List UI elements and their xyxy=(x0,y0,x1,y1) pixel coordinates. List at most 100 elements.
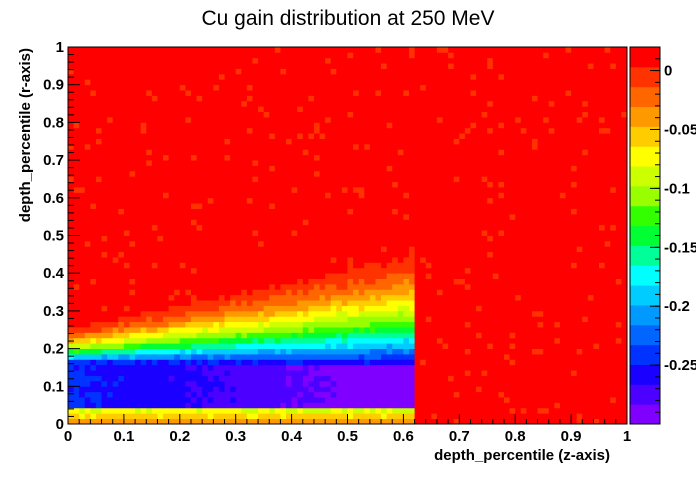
heatmap-cell xyxy=(325,192,332,199)
heatmap-cell xyxy=(246,386,253,393)
heatmap-cell xyxy=(196,273,203,279)
heatmap-cell xyxy=(291,262,298,269)
heatmap-cell xyxy=(118,413,125,420)
heatmap-cell xyxy=(230,283,237,290)
heatmap-cell xyxy=(213,380,220,387)
heatmap-cell xyxy=(252,154,259,161)
heatmap-cell xyxy=(101,407,108,414)
heatmap-cell xyxy=(118,327,125,333)
heatmap-cell xyxy=(274,283,281,290)
heatmap-cell xyxy=(235,47,242,53)
heatmap-cell xyxy=(123,402,130,409)
heatmap-cell xyxy=(274,208,281,215)
heatmap-cell xyxy=(280,192,287,199)
heatmap-cell xyxy=(420,353,427,360)
heatmap-cell xyxy=(336,289,343,296)
heatmap-cell xyxy=(107,246,114,253)
heatmap-cell xyxy=(73,149,80,156)
heatmap-cell xyxy=(286,160,292,166)
heatmap-cell xyxy=(420,149,427,156)
heatmap-cell xyxy=(448,57,455,64)
heatmap-cell xyxy=(235,380,242,387)
heatmap-cell xyxy=(408,364,415,371)
heatmap-cell xyxy=(218,138,225,145)
heatmap-cell xyxy=(163,316,170,323)
heatmap-cell xyxy=(163,208,170,215)
heatmap-cell xyxy=(459,197,466,204)
heatmap-cell xyxy=(218,224,225,231)
heatmap-cell xyxy=(397,251,404,258)
heatmap-cell xyxy=(386,418,393,425)
heatmap-cell xyxy=(302,370,309,376)
heatmap-cell xyxy=(140,262,147,269)
heatmap-cell xyxy=(364,283,371,290)
heatmap-cell xyxy=(431,251,438,258)
heatmap-cell xyxy=(464,283,471,290)
heatmap-cell xyxy=(308,170,315,177)
heatmap-cell xyxy=(420,348,427,355)
heatmap-cell xyxy=(408,353,415,360)
heatmap-cell xyxy=(453,391,460,398)
heatmap-cell xyxy=(353,106,360,113)
heatmap-cell xyxy=(392,106,399,113)
heatmap-cell xyxy=(453,117,460,123)
heatmap-cell xyxy=(269,294,276,301)
heatmap-cell xyxy=(218,149,225,156)
heatmap-cell xyxy=(84,289,91,296)
heatmap-cell xyxy=(313,353,320,360)
heatmap-cell xyxy=(213,289,220,296)
heatmap-cell xyxy=(425,418,432,425)
heatmap-cell xyxy=(151,375,158,382)
heatmap-cell xyxy=(258,47,265,53)
heatmap-cell xyxy=(241,90,248,96)
heatmap-cell xyxy=(364,138,371,145)
heatmap-cell xyxy=(73,133,80,139)
heatmap-cell xyxy=(196,267,203,274)
heatmap-cell xyxy=(358,289,365,296)
heatmap-cell xyxy=(179,240,186,247)
heatmap-cell xyxy=(319,397,326,403)
heatmap-cell xyxy=(230,176,237,183)
heatmap-cell xyxy=(157,176,164,183)
heatmap-cell xyxy=(436,187,443,193)
heatmap-cell xyxy=(386,203,393,209)
heatmap-cell xyxy=(330,327,337,333)
heatmap-cell xyxy=(341,90,348,96)
heatmap-cell xyxy=(369,337,376,344)
heatmap-cell xyxy=(375,337,382,344)
heatmap-cell xyxy=(269,273,276,279)
heatmap-cell xyxy=(263,149,270,156)
heatmap-cell xyxy=(453,154,460,161)
heatmap-cell xyxy=(213,327,220,333)
heatmap-cell xyxy=(246,79,253,86)
chart-title: Cu gain distribution at 250 MeV xyxy=(201,7,494,30)
heatmap-cell xyxy=(280,278,287,285)
heatmap-cell xyxy=(123,316,130,323)
heatmap-cell xyxy=(258,160,265,166)
heatmap-cell xyxy=(369,386,376,393)
heatmap-cell xyxy=(263,192,270,199)
heatmap-cell xyxy=(79,370,86,376)
heatmap-cell xyxy=(90,397,97,403)
heatmap-cell xyxy=(263,106,270,113)
heatmap-cell xyxy=(459,343,466,349)
heatmap-cell xyxy=(448,283,455,290)
heatmap-cell xyxy=(325,359,332,366)
heatmap-cell xyxy=(190,283,197,290)
heatmap-cell xyxy=(235,68,242,75)
heatmap-cell xyxy=(218,278,225,285)
heatmap-cell xyxy=(135,160,142,166)
heatmap-cell xyxy=(252,47,259,53)
heatmap-cell xyxy=(313,359,320,366)
heatmap-cell xyxy=(202,63,209,69)
heatmap-cell xyxy=(347,133,354,139)
heatmap-cell xyxy=(425,208,432,215)
heatmap-cell xyxy=(308,283,315,290)
heatmap-cell xyxy=(179,176,186,183)
heatmap-cell xyxy=(235,176,242,183)
heatmap-cell xyxy=(241,397,248,403)
heatmap-cell xyxy=(235,127,242,134)
heatmap-cell xyxy=(431,397,438,403)
heatmap-cell xyxy=(146,407,153,414)
heatmap-cell xyxy=(459,397,466,403)
